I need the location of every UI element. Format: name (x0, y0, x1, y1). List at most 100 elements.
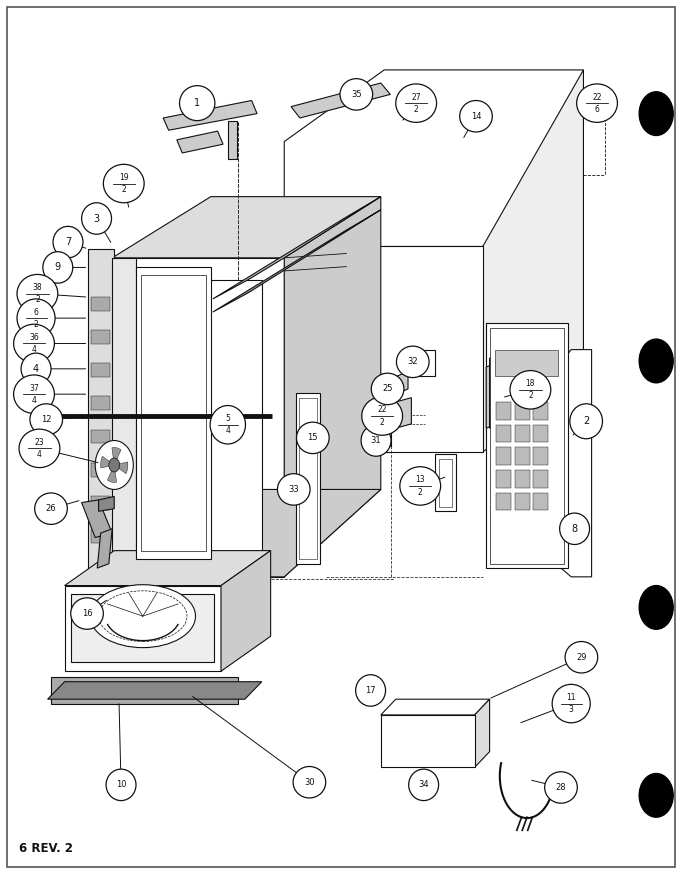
Polygon shape (296, 393, 320, 564)
Ellipse shape (180, 86, 215, 121)
Polygon shape (299, 398, 317, 559)
Polygon shape (228, 121, 237, 159)
Ellipse shape (43, 252, 73, 283)
Polygon shape (71, 594, 214, 662)
Text: 6: 6 (33, 308, 39, 316)
Polygon shape (379, 398, 411, 433)
Polygon shape (88, 249, 114, 581)
Polygon shape (99, 496, 114, 511)
Bar (515, 402, 530, 420)
Text: 34: 34 (418, 780, 429, 789)
Polygon shape (91, 529, 110, 543)
Ellipse shape (400, 467, 441, 505)
Text: 28: 28 (556, 783, 566, 792)
Text: 18: 18 (526, 379, 535, 388)
Bar (533, 470, 548, 488)
Polygon shape (51, 677, 238, 704)
Ellipse shape (409, 769, 439, 801)
Ellipse shape (30, 404, 63, 435)
Ellipse shape (396, 84, 437, 122)
Ellipse shape (371, 373, 404, 405)
Text: 4: 4 (33, 364, 39, 374)
Ellipse shape (570, 404, 602, 439)
Text: 31: 31 (371, 436, 381, 445)
Ellipse shape (71, 598, 103, 629)
Text: 35: 35 (351, 90, 362, 99)
Polygon shape (291, 83, 390, 118)
Polygon shape (381, 699, 490, 715)
Polygon shape (48, 682, 262, 699)
Polygon shape (112, 489, 381, 577)
Circle shape (639, 773, 673, 817)
Ellipse shape (17, 274, 58, 313)
Polygon shape (112, 258, 284, 577)
Polygon shape (141, 275, 206, 551)
Polygon shape (91, 330, 110, 344)
Text: 23: 23 (35, 438, 44, 447)
Polygon shape (82, 500, 112, 538)
Text: 13: 13 (415, 475, 425, 484)
Polygon shape (213, 197, 381, 299)
Text: 2: 2 (35, 295, 39, 304)
Bar (515, 447, 530, 465)
Polygon shape (541, 350, 592, 577)
Polygon shape (490, 354, 496, 428)
Bar (533, 447, 548, 465)
Text: 15: 15 (307, 434, 318, 442)
Ellipse shape (35, 493, 67, 524)
Bar (515, 470, 530, 488)
Polygon shape (475, 699, 490, 767)
Wedge shape (114, 462, 128, 474)
Text: 22: 22 (377, 406, 387, 414)
Bar (533, 425, 548, 442)
Polygon shape (177, 131, 223, 153)
Text: 30: 30 (304, 778, 315, 787)
Polygon shape (65, 586, 221, 671)
Ellipse shape (19, 429, 60, 468)
Polygon shape (91, 364, 110, 378)
Polygon shape (284, 70, 583, 246)
Ellipse shape (361, 425, 391, 456)
Ellipse shape (53, 226, 83, 258)
Bar (496, 402, 511, 420)
Text: 11: 11 (566, 693, 576, 702)
Text: 4: 4 (37, 450, 42, 459)
Polygon shape (91, 397, 110, 411)
Ellipse shape (362, 397, 403, 435)
Text: 26: 26 (46, 504, 56, 513)
Polygon shape (381, 715, 475, 767)
Polygon shape (136, 267, 211, 559)
Polygon shape (91, 297, 110, 311)
Wedge shape (101, 456, 114, 468)
Polygon shape (91, 496, 110, 510)
Polygon shape (486, 358, 507, 428)
Text: 10: 10 (116, 780, 126, 789)
Wedge shape (107, 465, 116, 482)
Circle shape (639, 586, 673, 629)
Circle shape (639, 92, 673, 135)
Ellipse shape (14, 324, 54, 363)
Ellipse shape (296, 422, 329, 454)
Polygon shape (483, 70, 583, 452)
Polygon shape (415, 350, 435, 376)
Text: 17: 17 (365, 686, 376, 695)
Text: 12: 12 (41, 415, 52, 424)
Text: 16: 16 (82, 609, 92, 618)
Text: 7: 7 (65, 237, 71, 247)
Bar (515, 493, 530, 510)
Ellipse shape (21, 353, 51, 385)
Ellipse shape (560, 513, 590, 545)
Ellipse shape (277, 474, 310, 505)
Text: 32: 32 (407, 357, 418, 366)
Circle shape (109, 458, 120, 472)
Ellipse shape (510, 371, 551, 409)
Text: 2: 2 (380, 418, 384, 427)
Ellipse shape (103, 164, 144, 203)
Ellipse shape (356, 675, 386, 706)
Text: 3: 3 (93, 213, 100, 224)
Polygon shape (435, 454, 456, 511)
Ellipse shape (90, 585, 196, 648)
Ellipse shape (14, 375, 54, 413)
Ellipse shape (565, 642, 598, 673)
Polygon shape (284, 197, 381, 577)
